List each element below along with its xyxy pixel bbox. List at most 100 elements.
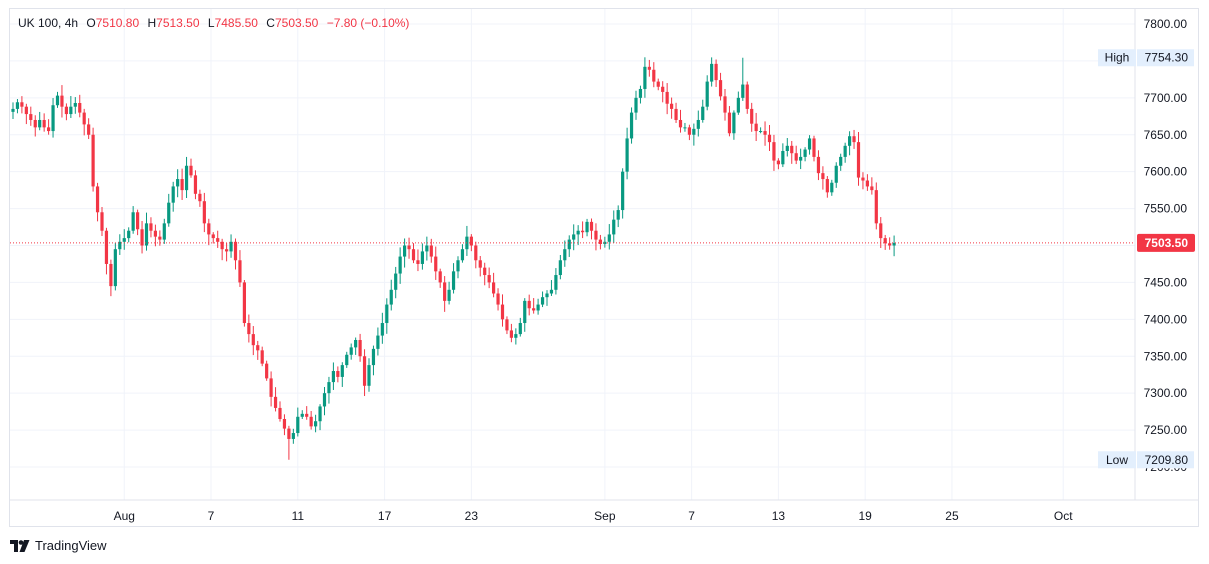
candle-up <box>692 123 696 146</box>
candle-up <box>563 240 567 267</box>
candle-body <box>389 289 393 305</box>
candle-down <box>251 326 255 356</box>
candle-body <box>380 323 384 336</box>
candle-body <box>153 230 157 237</box>
price-tick-label: 7700.00 <box>1144 91 1188 105</box>
low-value-text: 7209.80 <box>1145 453 1189 467</box>
candle-down <box>474 241 478 269</box>
candle-up <box>807 135 812 155</box>
price-tick-label: 7250.00 <box>1144 423 1188 437</box>
candle-down <box>282 414 287 436</box>
candle-up <box>839 153 843 171</box>
candle-down <box>870 177 874 195</box>
time-tick-label: Aug <box>114 509 135 523</box>
candle-up <box>803 147 807 162</box>
candle-body <box>64 106 68 115</box>
candle-down <box>661 81 665 103</box>
last-price-text: 7503.50 <box>1145 236 1189 250</box>
low-label: L <box>207 16 215 30</box>
candle-up <box>380 312 384 344</box>
candle-up <box>638 85 643 104</box>
candle-body <box>158 236 162 240</box>
candle-body <box>122 238 126 242</box>
candle-body <box>665 91 669 104</box>
candle-up <box>38 111 42 131</box>
candle-up <box>621 168 625 219</box>
candle-body <box>638 88 643 98</box>
candle-body <box>870 186 874 191</box>
candle-body <box>211 234 215 239</box>
candle-body <box>781 150 785 165</box>
time-tick-label: 17 <box>378 509 392 523</box>
candle-body <box>184 165 189 191</box>
candle-down <box>687 124 691 141</box>
candle-body <box>683 127 687 129</box>
time-tick-label: 19 <box>858 509 872 523</box>
brand-name: TradingView <box>35 538 107 553</box>
candle-down <box>189 158 193 178</box>
candle-body <box>478 260 482 268</box>
candle-down <box>278 401 282 422</box>
candle-body <box>830 182 834 193</box>
candle-body <box>287 428 291 439</box>
candle-up <box>131 206 135 234</box>
candle-up <box>171 181 175 212</box>
candle-body <box>518 323 522 335</box>
candle-down <box>714 59 718 87</box>
candle-body <box>514 334 518 338</box>
candle-body <box>309 416 313 427</box>
low-marker: Low 7209.80 <box>1098 451 1194 469</box>
candle-up <box>545 290 549 306</box>
candle-body <box>892 242 896 246</box>
tradingview-brand[interactable]: TradingView <box>10 538 107 553</box>
candle-down <box>532 298 536 314</box>
candle-up <box>732 110 736 140</box>
candle-body <box>180 179 184 191</box>
candle-body <box>594 230 598 240</box>
price-axis[interactable]: 7800.007750.007700.007650.007600.007550.… <box>1134 9 1188 500</box>
candle-body <box>696 119 700 129</box>
candle-body <box>100 212 104 231</box>
candle-up <box>683 122 687 132</box>
candle-down <box>273 387 278 412</box>
candle-up <box>345 351 349 368</box>
grid-lines <box>10 9 1135 500</box>
symbol-title[interactable]: UK 100, 4h <box>18 16 79 30</box>
candle-down <box>238 250 242 287</box>
candle-body <box>411 249 416 261</box>
candle-up <box>785 138 789 157</box>
candle-body <box>540 297 545 305</box>
candle-body <box>487 275 491 283</box>
candle-body <box>149 223 153 231</box>
low-value-badge <box>1137 451 1194 469</box>
candle-body <box>327 382 331 394</box>
candle-body <box>883 238 887 244</box>
time-axis[interactable]: Aug 7 11 17 23 Sep 7 13 19 25 Oct <box>10 499 1198 523</box>
candle-up <box>799 148 803 170</box>
candle-down <box>500 294 505 327</box>
candle-up <box>127 227 131 243</box>
time-tick-label: Sep <box>594 509 616 523</box>
price-tick-label: 7800.00 <box>1144 17 1188 31</box>
candle-down <box>812 135 816 162</box>
candle-down <box>483 262 487 286</box>
candle-up <box>420 243 424 270</box>
candle-body <box>710 63 714 82</box>
candle-body <box>300 413 304 417</box>
candle-body <box>385 304 389 324</box>
candle-body <box>136 212 140 230</box>
candle-body <box>33 119 37 128</box>
candle-down <box>265 360 269 381</box>
candle-body <box>95 186 100 213</box>
candle-down <box>794 145 798 165</box>
candle-body <box>403 245 407 257</box>
price-tick-label: 7300.00 <box>1144 386 1188 400</box>
candle-body <box>460 249 465 261</box>
candle-down <box>492 272 496 298</box>
candle-up <box>447 281 451 305</box>
price-tick-label: 7400.00 <box>1144 312 1188 326</box>
candle-down <box>109 259 113 297</box>
close-value: 7503.50 <box>274 16 319 30</box>
candle-up <box>118 234 122 255</box>
